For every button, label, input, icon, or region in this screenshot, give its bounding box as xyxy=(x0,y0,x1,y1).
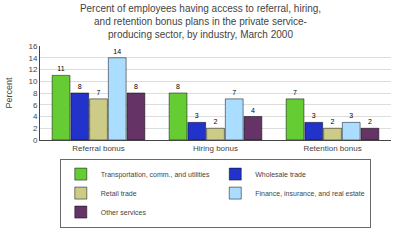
svg-text:14: 14 xyxy=(28,54,37,63)
svg-text:2: 2 xyxy=(331,118,335,125)
svg-text:2: 2 xyxy=(368,118,372,125)
svg-text:Finance, insurance, and real e: Finance, insurance, and real estate xyxy=(255,190,364,197)
svg-text:8: 8 xyxy=(176,83,180,90)
svg-text:3: 3 xyxy=(349,112,353,119)
svg-text:4: 4 xyxy=(33,112,38,121)
svg-text:3: 3 xyxy=(312,112,316,119)
svg-text:Wholesale trade: Wholesale trade xyxy=(255,171,306,178)
svg-text:7: 7 xyxy=(97,89,101,96)
svg-text:Retail trade: Retail trade xyxy=(101,190,137,197)
svg-text:7: 7 xyxy=(232,89,236,96)
svg-text:Referral bonus: Referral bonus xyxy=(72,144,124,153)
svg-text:12: 12 xyxy=(28,65,37,74)
svg-text:Transportation, comm., and uti: Transportation, comm., and utilities xyxy=(101,171,210,179)
svg-text:11: 11 xyxy=(57,65,64,72)
svg-text:0: 0 xyxy=(33,136,38,145)
svg-text:14: 14 xyxy=(113,48,121,55)
svg-text:Percent: Percent xyxy=(4,77,14,109)
svg-text:8: 8 xyxy=(33,89,38,98)
svg-text:8: 8 xyxy=(78,83,82,90)
svg-text:10: 10 xyxy=(28,77,37,86)
svg-text:8: 8 xyxy=(134,83,138,90)
svg-text:6: 6 xyxy=(33,101,38,110)
svg-text:Hiring bonus: Hiring bonus xyxy=(193,144,238,153)
svg-text:4: 4 xyxy=(251,107,255,114)
svg-text:2: 2 xyxy=(214,118,218,125)
svg-text:16: 16 xyxy=(28,42,37,51)
svg-text:7: 7 xyxy=(293,89,297,96)
svg-text:Percent of employees having ac: Percent of employees having access to re… xyxy=(80,3,321,40)
svg-text:3: 3 xyxy=(195,112,199,119)
svg-text:2: 2 xyxy=(33,124,38,133)
svg-text:Other services: Other services xyxy=(101,209,147,216)
svg-text:Retention bonus: Retention bonus xyxy=(303,144,361,153)
